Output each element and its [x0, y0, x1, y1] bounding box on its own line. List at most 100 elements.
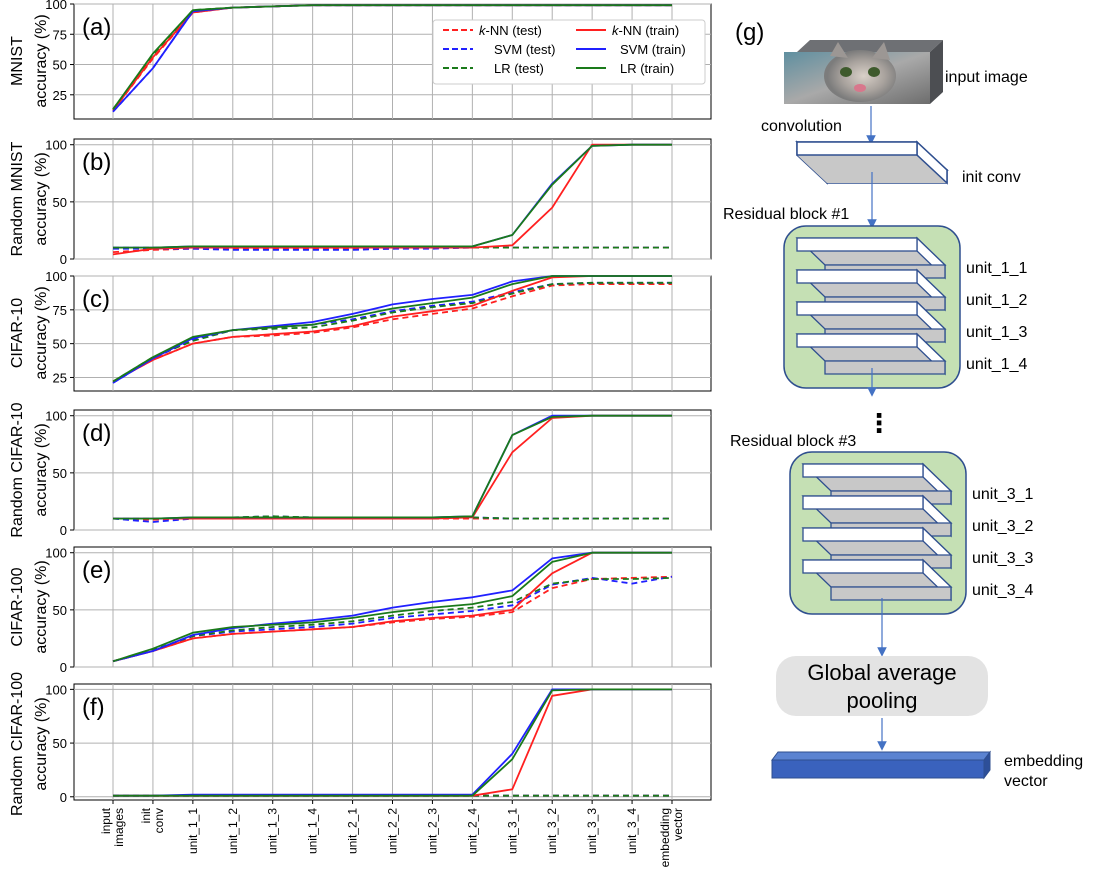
panel-label-a: (a)	[82, 14, 111, 41]
x-tick-label: initconv	[139, 807, 166, 833]
chart-panel-b: 0 50 100 (b) Random MNIST accuracy (%)	[9, 138, 712, 267]
y-axis-label: accuracy (%)	[33, 152, 50, 245]
y-tick-label: 50	[53, 603, 67, 618]
series-line-k-nn-test	[112, 575, 673, 663]
x-tick-label: unit_2_2	[386, 808, 400, 854]
x-tick-label: unit_1_1	[186, 808, 200, 854]
series-line-lr-train	[113, 688, 672, 797]
row-label-random-mnist: Random MNIST	[9, 141, 26, 256]
series-group	[112, 4, 672, 113]
y-tick-label: 50	[53, 736, 67, 751]
row-label-cifar100: CIFAR-100	[9, 567, 26, 646]
x-tick-label: inputimages	[99, 807, 126, 846]
unit-slab-front	[796, 237, 918, 252]
legend-label-svm-test: SVM (test)	[494, 42, 555, 57]
series-line-k-nn-train	[112, 143, 672, 256]
legend-label-lr-test: LR (test)	[494, 61, 544, 76]
ellipsis: ⋮	[866, 408, 892, 438]
unit-label: unit_1_4	[966, 356, 1027, 373]
series-line-lr-train	[113, 143, 672, 249]
architecture-diagram: (g) input image convolution init conv	[723, 19, 1083, 790]
y-tick-label: 100	[45, 546, 67, 561]
y-tick-label: 75	[53, 303, 67, 318]
y-tick-label: 50	[53, 58, 67, 73]
row-label-random-cifar10: Random CIFAR-10	[9, 402, 26, 537]
pooling-line-1: Global average	[807, 660, 956, 685]
chart-panel-e: 0 50 100 (e) CIFAR-100 accuracy (%)	[9, 546, 712, 675]
x-tick-label: unit_3_2	[545, 808, 559, 854]
x-tick-label: unit_1_3	[266, 808, 280, 854]
x-tick-label: unit_3_3	[585, 808, 599, 854]
y-ticks: 0 50 100	[45, 546, 74, 675]
y-tick-label: 100	[45, 0, 67, 12]
unit-slab-front	[796, 333, 918, 348]
series-line-lr-test	[112, 281, 672, 383]
legend-box	[432, 19, 706, 85]
unit-label: unit_3_2	[972, 518, 1033, 535]
series-group	[112, 414, 672, 523]
series-line-lr-train	[112, 4, 672, 110]
x-tick-label: unit_2_1	[346, 808, 360, 854]
y-tick-label: 100	[45, 409, 67, 424]
y-tick-label: 100	[45, 138, 67, 153]
unit-slab-front	[802, 463, 924, 478]
pooling-line-2: pooling	[847, 688, 918, 713]
unit-label: unit_1_1	[966, 260, 1027, 277]
panel-label-g: (g)	[735, 19, 764, 46]
unit-slab-front	[802, 495, 924, 510]
input-image	[784, 40, 943, 104]
series-group	[113, 688, 672, 797]
unit-label: unit_3_3	[972, 550, 1033, 567]
x-tick-label: unit_2_3	[425, 808, 439, 854]
y-ticks: 25 50 75 100	[45, 269, 74, 385]
series-line-lr-train	[113, 414, 672, 520]
unit-slab-front	[802, 527, 924, 542]
panel-label-e: (e)	[82, 557, 111, 584]
x-ticks: inputimages initconv unit_1_1 unit_1_2 unit_…	[99, 800, 685, 867]
legend-label-lr-train: LR (train)	[620, 61, 674, 76]
grid	[74, 139, 711, 260]
y-tick-label: 25	[53, 370, 67, 385]
y-axis-label: accuracy (%)	[33, 423, 50, 516]
row-label-random-cifar100: Random CIFAR-100	[9, 672, 26, 816]
x-tick-label: unit_1_2	[226, 808, 240, 854]
embedding-label-line-2: vector	[1004, 773, 1048, 790]
panel-label-b: (b)	[82, 149, 111, 176]
y-ticks: 0 50 100	[45, 682, 74, 805]
x-tick-label: unit_1_4	[306, 808, 320, 854]
y-ticks: 25 50 75 100	[45, 0, 74, 103]
series-line-svm-train	[112, 551, 672, 663]
embedding-vector-bar	[771, 750, 991, 780]
chart-panel-c: 25 50 75 100 (c) CIFAR-10 accuracy (%)	[9, 269, 712, 392]
y-ticks: 0 50 100	[45, 138, 74, 267]
chart-panel-d: 0 50 100 (d) Random CIFAR-10 accuracy (%)	[9, 402, 712, 538]
y-tick-label: 100	[45, 682, 67, 697]
y-tick-label: 0	[60, 660, 67, 675]
panel-label-d: (d)	[82, 420, 111, 447]
y-tick-label: 75	[53, 27, 67, 42]
y-tick-label: 0	[60, 790, 67, 805]
row-label-mnist: MNIST	[9, 36, 26, 86]
global-average-pooling-box	[776, 656, 988, 716]
y-tick-label: 0	[60, 523, 67, 538]
y-tick-label: 25	[53, 88, 67, 103]
x-tick-label: unit_3_4	[625, 808, 639, 854]
x-tick-label: unit_2_4	[465, 808, 479, 854]
series-line-lr-train	[112, 551, 672, 663]
residual-block-3-title: Residual block #3	[730, 433, 856, 450]
panel-label-f: (f)	[82, 694, 105, 721]
y-tick-label: 50	[53, 466, 67, 481]
y-tick-label: 0	[60, 252, 67, 267]
unit-slab-front	[796, 269, 918, 284]
series-group	[112, 143, 672, 256]
legend-label-knn-train: k-NN (train)	[612, 23, 679, 38]
unit-label: unit_1_2	[966, 292, 1027, 309]
unit-label: unit_3_1	[972, 486, 1033, 503]
y-axis-label: accuracy (%)	[33, 697, 50, 790]
unit-slab-base	[830, 586, 952, 601]
grid	[74, 410, 711, 531]
legend-label-knn-test: k-NN (test)	[479, 23, 542, 38]
unit-label: unit_1_3	[966, 324, 1027, 341]
y-axis-label: accuracy (%)	[33, 14, 50, 107]
